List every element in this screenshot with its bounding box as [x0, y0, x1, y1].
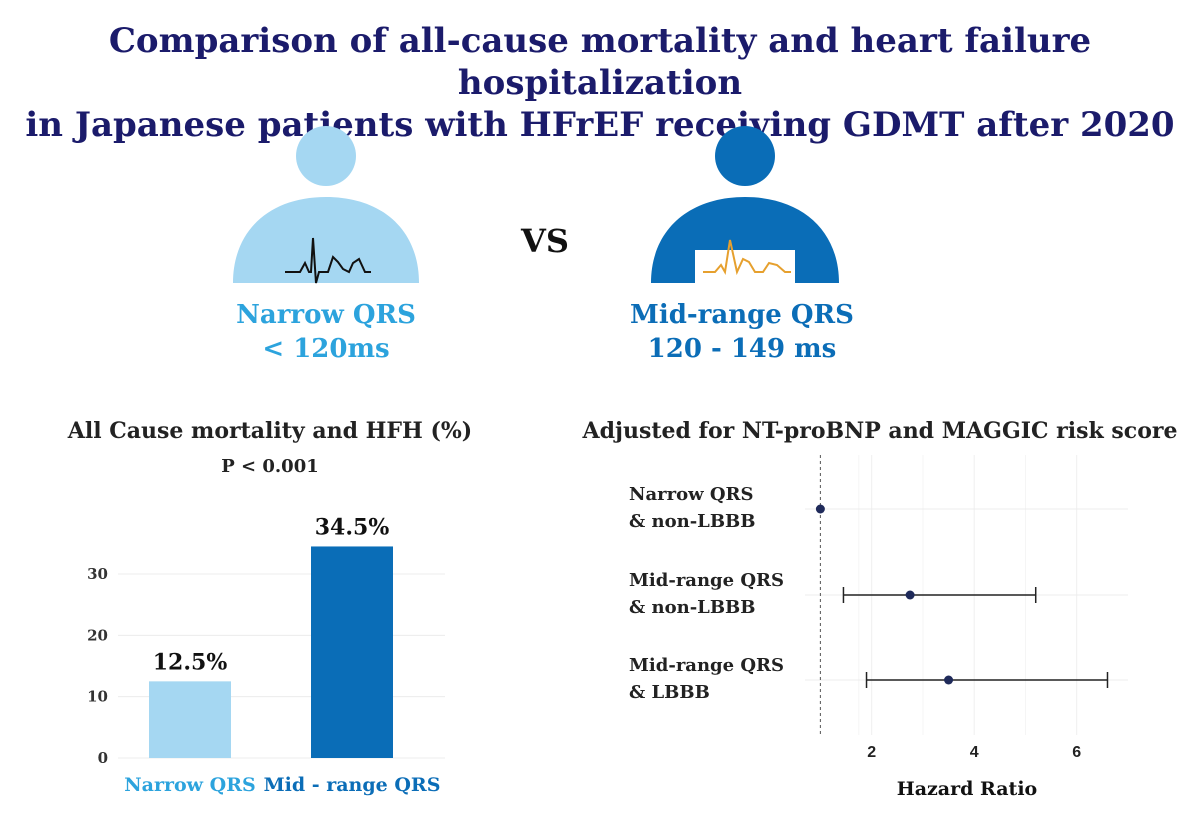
category-label: Mid - range QRS: [264, 774, 441, 796]
narrow-qrs-person-icon: [233, 126, 419, 284]
bar-1: [149, 681, 231, 758]
row-label-line-2: & non-LBBB: [629, 597, 755, 618]
x-tick-label: 6: [1072, 744, 1081, 761]
mid-range-qrs-label: Mid-range QRS 120 - 149 ms: [592, 298, 892, 366]
person-body: [651, 197, 839, 283]
category-label: Narrow QRS: [124, 774, 255, 796]
page-title: Comparison of all-cause mortality and he…: [0, 20, 1200, 146]
mid-range-qrs-person-icon: [651, 126, 839, 283]
title-line-1: Comparison of all-cause mortality and he…: [108, 21, 1092, 103]
person-head: [296, 126, 356, 186]
mid-range-qrs-name: Mid-range QRS: [630, 300, 854, 330]
row-label-line-1: Mid-range QRS: [629, 655, 784, 676]
row-label-line-2: & LBBB: [629, 682, 710, 703]
person-head: [715, 126, 775, 186]
narrow-qrs-label: Narrow QRS < 120ms: [176, 298, 476, 366]
ecg-trace-narrow: [285, 237, 371, 284]
row-label-line-2: & non-LBBB: [629, 511, 755, 532]
x-axis-label: Hazard Ratio: [897, 778, 1037, 800]
hr-point: [944, 675, 954, 685]
row-label-line-1: Mid-range QRS: [629, 570, 784, 591]
p-value-annotation: P < 0.001: [221, 456, 319, 477]
title-line-2: in Japanese patients with HFrEF receivin…: [25, 105, 1175, 145]
y-tick-label: 0: [98, 749, 108, 767]
vs-label: VS: [521, 222, 569, 260]
bar-chart: 0 10 20 30 12.5% Narrow QRS 34.5% Mid - range Q…: [87, 514, 445, 796]
y-tick-label: 10: [87, 688, 108, 706]
narrow-qrs-range: < 120ms: [262, 334, 390, 364]
narrow-qrs-name: Narrow QRS: [236, 300, 416, 330]
bar-2: [311, 546, 393, 758]
bar-chart-title: All Cause mortality and HFH (%): [67, 418, 473, 444]
y-tick-label: 20: [87, 626, 108, 644]
y-tick-label: 30: [87, 565, 108, 583]
hr-point: [905, 590, 915, 600]
row-label-line-1: Narrow QRS: [629, 484, 754, 505]
forest-plot-title: Adjusted for NT-proBNP and MAGGIC risk s…: [582, 418, 1178, 444]
bar-value-label: 34.5%: [315, 514, 390, 540]
mid-range-qrs-range: 120 - 149 ms: [647, 334, 837, 364]
ecg-trace-mid: [703, 239, 791, 276]
bar-value-label: 12.5%: [153, 649, 228, 675]
hr-point: [815, 504, 825, 514]
x-tick-label: 4: [970, 744, 979, 761]
x-tick-label: 2: [867, 744, 876, 761]
